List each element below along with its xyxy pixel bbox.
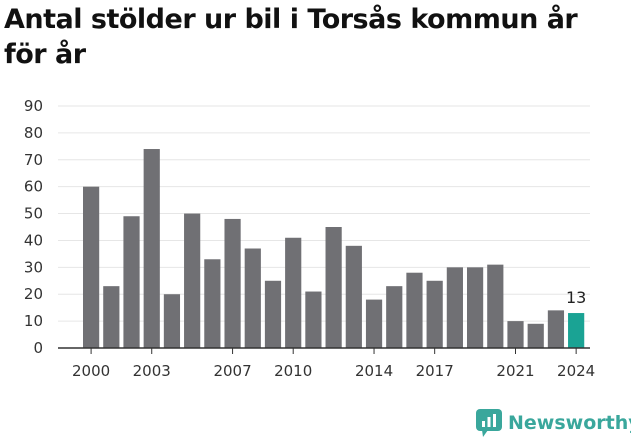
data-label-2024: 13: [566, 288, 586, 307]
y-tick-label-50: 50: [24, 205, 43, 223]
bar-2022: [527, 323, 544, 348]
bar-2008: [244, 248, 261, 348]
bar-2017: [426, 280, 443, 348]
y-tick-label-90: 90: [24, 97, 43, 115]
bar-2010: [285, 237, 302, 348]
y-axis-ticks: 0 10 20 30 40 50 60 70 80 90: [24, 97, 43, 357]
y-tick-label-40: 40: [24, 231, 43, 249]
bar-2019: [466, 267, 484, 348]
bar-2014: [365, 299, 383, 348]
bar-2012: [325, 227, 342, 348]
bar-2007: [224, 218, 241, 348]
bar-2021: [507, 321, 524, 348]
brand-logo: Newsworthy: [476, 406, 631, 439]
x-tick-label-2003: 2003: [133, 362, 171, 380]
bar-2023: [547, 310, 565, 348]
x-tick-label-2007: 2007: [213, 362, 251, 380]
bar-2011: [305, 291, 322, 348]
y-tick-label-10: 10: [24, 312, 43, 330]
x-tick-label-2010: 2010: [274, 362, 312, 380]
brand-name: Newsworthy: [508, 412, 631, 434]
bar-2006: [204, 259, 221, 348]
y-tick-label-20: 20: [24, 285, 43, 303]
bar-2004: [163, 294, 181, 348]
bar-2009: [264, 280, 282, 348]
y-tick-label-60: 60: [24, 178, 43, 196]
bars: [83, 149, 585, 348]
x-tick-label-2024: 2024: [557, 362, 595, 380]
y-tick-label-30: 30: [24, 258, 43, 276]
bar-2013: [345, 245, 362, 348]
x-tick-label-2017: 2017: [416, 362, 454, 380]
newsworthy-logo-icon: [476, 409, 502, 437]
y-tick-label-80: 80: [24, 124, 43, 142]
bar-2024: [568, 313, 585, 348]
bar-2020: [487, 264, 504, 348]
chart-title: Antal stölder ur bil i Torsås kommun år …: [4, 4, 578, 70]
x-tick-label-2014: 2014: [355, 362, 393, 380]
bar-2000: [83, 186, 100, 348]
bar-2003: [143, 149, 160, 348]
x-axis-ticks: 2000 2003 2007 2010 2014 2017 2021 2024: [72, 348, 595, 380]
bar-2001: [103, 286, 120, 348]
y-tick-label-0: 0: [33, 339, 43, 357]
x-tick-label-2000: 2000: [72, 362, 110, 380]
bar-2018: [446, 267, 463, 348]
y-tick-label-70: 70: [24, 151, 43, 169]
bar-2002: [123, 216, 140, 348]
bar-2015: [386, 286, 403, 348]
x-tick-label-2021: 2021: [496, 362, 534, 380]
bar-2005: [184, 213, 201, 348]
bar-2016: [406, 272, 423, 348]
data-labels: 13: [566, 288, 586, 307]
